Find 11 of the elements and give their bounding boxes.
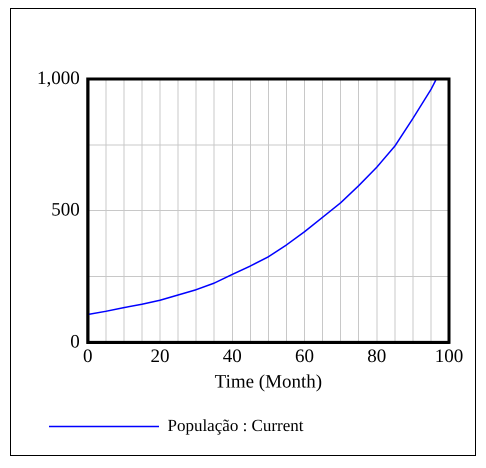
- x-tick-label: 60: [295, 346, 314, 367]
- y-tick-label: 1,000: [37, 68, 80, 89]
- x-tick-label: 40: [222, 346, 242, 367]
- x-tick-label: 80: [367, 346, 386, 367]
- x-tick-label: 100: [434, 346, 464, 367]
- x-axis-title: Time (Month): [214, 372, 322, 393]
- y-tick-label: 0: [70, 331, 80, 352]
- x-tick-label: 20: [150, 346, 170, 367]
- text: População : Current: [168, 416, 304, 435]
- y-tick-label: 500: [51, 200, 80, 221]
- outer-frame: Time (Month) População : Current 0 20 40 60 80 100 0 500 1,000: [10, 8, 476, 456]
